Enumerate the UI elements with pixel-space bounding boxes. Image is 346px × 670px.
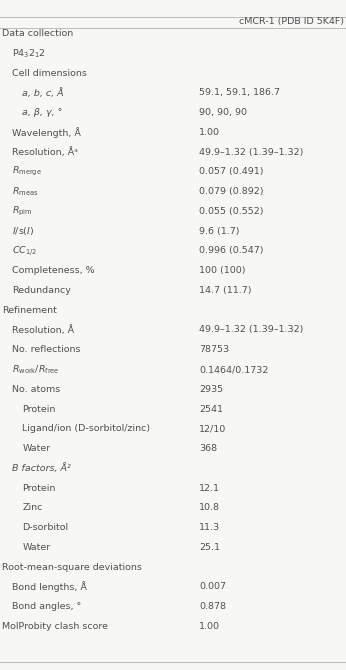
Text: 0.1464/0.1732: 0.1464/0.1732 (199, 365, 268, 374)
Text: 12.1: 12.1 (199, 484, 220, 492)
Text: 49.9–1.32 (1.39–1.32): 49.9–1.32 (1.39–1.32) (199, 147, 303, 157)
Text: 368: 368 (199, 444, 217, 453)
Text: 25.1: 25.1 (199, 543, 220, 552)
Text: 0.878: 0.878 (199, 602, 226, 611)
Text: cMCR-1 (PDB ID 5K4F): cMCR-1 (PDB ID 5K4F) (239, 17, 344, 26)
Text: 78753: 78753 (199, 345, 229, 354)
Text: 100 (100): 100 (100) (199, 266, 245, 275)
Text: Redundancy: Redundancy (12, 286, 71, 295)
Text: 0.057 (0.491): 0.057 (0.491) (199, 168, 263, 176)
Text: 1.00: 1.00 (199, 622, 220, 631)
Text: D-sorbitol: D-sorbitol (22, 523, 69, 532)
Text: Zinc: Zinc (22, 503, 43, 513)
Text: $R_{\mathrm{meas}}$: $R_{\mathrm{meas}}$ (12, 186, 38, 198)
Text: 0.055 (0.552): 0.055 (0.552) (199, 207, 263, 216)
Text: 59.1, 59.1, 186.7: 59.1, 59.1, 186.7 (199, 88, 280, 97)
Text: Resolution, Åᵃ: Resolution, Åᵃ (12, 147, 78, 157)
Text: Bond lengths, Å: Bond lengths, Å (12, 582, 87, 592)
Text: a, β, γ, °: a, β, γ, ° (22, 108, 63, 117)
Text: $R_{\mathrm{work}}/R_{\mathrm{free}}$: $R_{\mathrm{work}}/R_{\mathrm{free}}$ (12, 363, 60, 376)
Text: No. reflections: No. reflections (12, 345, 81, 354)
Text: Water: Water (22, 543, 51, 552)
Text: Cell dimensions: Cell dimensions (12, 68, 87, 78)
Text: a, b, c, Å: a, b, c, Å (22, 88, 64, 98)
Text: MolProbity clash score: MolProbity clash score (2, 622, 108, 631)
Text: 1.00: 1.00 (199, 128, 220, 137)
Text: B factors, Å²: B factors, Å² (12, 464, 71, 473)
Text: 14.7 (11.7): 14.7 (11.7) (199, 286, 252, 295)
Text: Ligand/ion (D-sorbitol/zinc): Ligand/ion (D-sorbitol/zinc) (22, 424, 151, 433)
Text: Bond angles, °: Bond angles, ° (12, 602, 81, 611)
Text: 0.996 (0.547): 0.996 (0.547) (199, 247, 263, 255)
Text: 49.9–1.32 (1.39–1.32): 49.9–1.32 (1.39–1.32) (199, 326, 303, 334)
Text: Root-mean-square deviations: Root-mean-square deviations (2, 563, 142, 572)
Text: Completeness, %: Completeness, % (12, 266, 95, 275)
Text: Protein: Protein (22, 405, 56, 413)
Text: $R_{\mathrm{merge}}$: $R_{\mathrm{merge}}$ (12, 165, 42, 178)
Text: Water: Water (22, 444, 51, 453)
Text: 0.007: 0.007 (199, 582, 226, 592)
Text: Wavelength, Å: Wavelength, Å (12, 127, 81, 138)
Text: 12/10: 12/10 (199, 424, 226, 433)
Text: 0.079 (0.892): 0.079 (0.892) (199, 187, 263, 196)
Text: 2541: 2541 (199, 405, 223, 413)
Text: 11.3: 11.3 (199, 523, 220, 532)
Text: Data collection: Data collection (2, 29, 73, 38)
Text: $\mathit{I}/\mathrm{s}(\mathit{I})$: $\mathit{I}/\mathrm{s}(\mathit{I})$ (12, 225, 35, 237)
Text: Resolution, Å: Resolution, Å (12, 325, 74, 335)
Text: 90, 90, 90: 90, 90, 90 (199, 108, 247, 117)
Text: $CC_{1/2}$: $CC_{1/2}$ (12, 244, 37, 258)
Text: 2935: 2935 (199, 385, 223, 394)
Text: Protein: Protein (22, 484, 56, 492)
Text: 10.8: 10.8 (199, 503, 220, 513)
Text: No. atoms: No. atoms (12, 385, 60, 394)
Text: P4$_3$2$_1$2: P4$_3$2$_1$2 (12, 47, 46, 60)
Text: 9.6 (1.7): 9.6 (1.7) (199, 226, 239, 236)
Text: Refinement: Refinement (2, 306, 57, 315)
Text: $R_{\mathrm{pim}}$: $R_{\mathrm{pim}}$ (12, 205, 33, 218)
